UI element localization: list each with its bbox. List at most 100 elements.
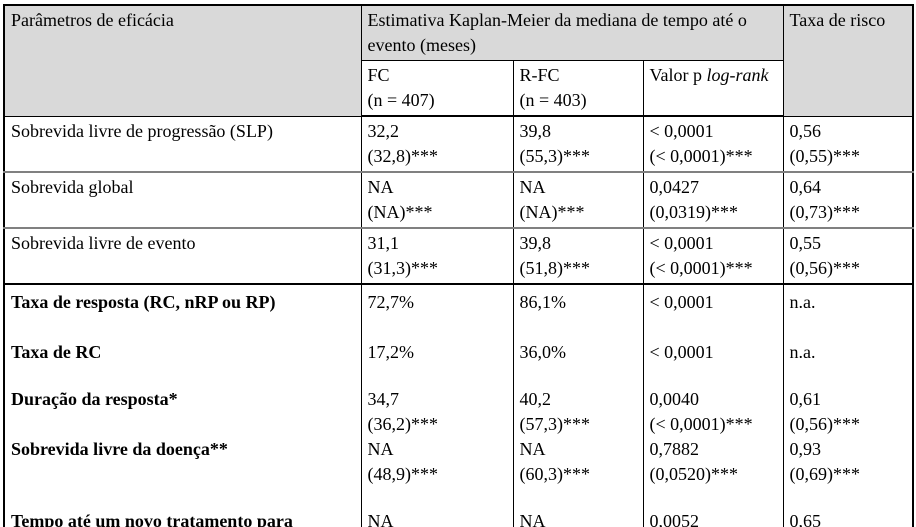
value-line: 0,7882 xyxy=(649,439,700,459)
value-cr-rate-fc: 17,2% xyxy=(367,342,415,362)
value-line: 40,2 xyxy=(519,389,552,409)
cell-os-rfc: NA (NA)*** xyxy=(512,171,644,229)
cell-efs-pvalue: < 0,0001 (< 0,0001)*** xyxy=(642,227,784,285)
value-line: NA xyxy=(519,439,546,459)
value-line: 0,56 xyxy=(789,120,822,141)
value-cr-rate-rfc: 36,0% xyxy=(519,342,567,362)
value-ttnt-hr: 0,65 (0,58)*** xyxy=(790,509,909,527)
header-params: Parâmetros de eficácia xyxy=(3,4,362,117)
value-line: NA xyxy=(519,177,546,197)
subheader-pvalue-prefix: Valor p xyxy=(649,65,703,85)
cell-group-pvalue: < 0,0001 < 0,0001 0,0040 (< 0,0001)*** 0… xyxy=(642,283,784,527)
value-line: 0,0052 xyxy=(649,511,700,527)
value-cr-rate-p: < 0,0001 xyxy=(649,342,714,362)
label-time-to-new-treatment: Tempo até um novo tratamento para LLC xyxy=(11,509,357,527)
value-dfs-rfc: NA (60,3)*** xyxy=(520,437,639,509)
value-cr-rate-hr: n.a. xyxy=(789,342,816,362)
value-line: (< 0,0001)*** xyxy=(649,258,753,278)
value-response-rate-hr: n.a. xyxy=(789,292,816,312)
value-ttnt-p: 0,0052 (< 0,0001)*** xyxy=(650,509,779,527)
value-line: 0,55 xyxy=(789,233,822,253)
subheader-fc-line2: (n = 407) xyxy=(367,90,435,110)
value-line: (0,0520)*** xyxy=(649,464,739,484)
cell-slp-hazard: 0,56 (0,55)*** xyxy=(782,115,914,173)
value-line: (0,73)*** xyxy=(789,202,861,222)
cell-efs-rfc: 39,8 (51,8)*** xyxy=(512,227,644,285)
subheader-pvalue-logrank: log-rank xyxy=(706,65,769,85)
value-line: (0,55)*** xyxy=(789,145,861,166)
efficacy-table: Parâmetros de eficácia Estimativa Kaplan… xyxy=(3,4,915,527)
value-line: < 0,0001 xyxy=(649,121,714,141)
value-line: 0,0427 xyxy=(649,177,700,197)
row-event-free-survival: Sobrevida livre de evento 31,1 (31,3)***… xyxy=(3,227,914,285)
label-response-duration: Duração da resposta* xyxy=(11,389,178,409)
value-line: < 0,0001 xyxy=(649,233,714,253)
value-response-rate-rfc: 86,1% xyxy=(519,292,567,312)
row-overall-survival: Sobrevida global NA (NA)*** NA (NA)*** 0… xyxy=(3,171,914,229)
value-line: (57,3)*** xyxy=(519,414,591,434)
value-line: NA xyxy=(519,511,546,527)
cell-group-fc: 72,7% 17,2% 34,7 (36,2)*** NA (48,9)*** … xyxy=(360,283,514,527)
subheader-rfc: R-FC (n = 403) xyxy=(512,60,644,117)
value-line: (48,9)*** xyxy=(367,464,439,484)
value-line: 0,64 xyxy=(789,177,822,197)
subheader-pvalue: Valor p log-rank xyxy=(642,60,784,117)
cell-group-labels: Taxa de resposta (RC, nRP ou RP) Taxa de… xyxy=(3,283,362,527)
subheader-rfc-line1: R-FC xyxy=(519,65,560,85)
value-line: (55,3)*** xyxy=(519,146,591,166)
value-response-duration-p: 0,0040 (< 0,0001)*** xyxy=(650,387,779,437)
header-km-estimate: Estimativa Kaplan-Meier da mediana de te… xyxy=(360,4,784,61)
cell-os-label: Sobrevida global xyxy=(3,171,362,229)
cell-group-hazard: n.a. n.a. 0,61 (0,56)*** 0,93 (0,69)*** … xyxy=(782,283,914,527)
cell-os-fc: NA (NA)*** xyxy=(360,171,514,229)
value-line: 32,2 xyxy=(367,121,400,141)
value-line: (36,2)*** xyxy=(367,414,439,434)
value-dfs-hr: 0,93 (0,69)*** xyxy=(790,437,909,509)
value-line: 31,1 xyxy=(367,233,400,253)
value-dfs-p: 0,7882 (0,0520)*** xyxy=(650,437,779,509)
value-line: NA xyxy=(367,511,394,527)
cell-os-hazard: 0,64 (0,73)*** xyxy=(782,171,914,229)
value-line: (32,8)*** xyxy=(367,146,439,166)
value-line: (< 0,0001)*** xyxy=(649,146,753,166)
value-line: (NA)*** xyxy=(519,202,585,222)
value-line: (31,3)*** xyxy=(367,258,439,278)
value-line: (< 0,0001)*** xyxy=(649,414,753,434)
cell-os-pvalue: 0,0427 (0,0319)*** xyxy=(642,171,784,229)
value-line: (60,3)*** xyxy=(519,464,591,484)
value-line: (0,56)*** xyxy=(789,414,861,434)
value-response-duration-fc: 34,7 (36,2)*** xyxy=(368,387,509,437)
value-ttnt-rfc: NA (69,7)*** xyxy=(520,509,639,527)
label-cr-rate: Taxa de RC xyxy=(11,342,102,362)
value-response-duration-rfc: 40,2 (57,3)*** xyxy=(520,387,639,437)
header-hazard-ratio: Taxa de risco xyxy=(782,4,914,117)
label-disease-free-survival: Sobrevida livre da doença** xyxy=(11,439,228,459)
value-line: 39,8 xyxy=(519,233,552,253)
value-response-rate-fc: 72,7% xyxy=(367,292,415,312)
value-line: NA xyxy=(367,439,394,459)
cell-efs-hazard: 0,55 (0,56)*** xyxy=(782,227,914,285)
header-row-1: Parâmetros de eficácia Estimativa Kaplan… xyxy=(3,4,914,117)
value-line: 39,8 xyxy=(519,121,552,141)
row-progression-free-survival: Sobrevida livre de progressão (SLP) 32,2… xyxy=(3,115,914,173)
value-line: (0,0319)*** xyxy=(649,202,739,222)
subheader-fc: FC (n = 407) xyxy=(360,60,514,117)
cell-slp-fc: 32,2 (32,8)*** xyxy=(360,115,514,173)
cell-slp-pvalue: < 0,0001 (< 0,0001)*** xyxy=(642,115,784,173)
header-row-2: FC (n = 407) R-FC (n = 403) Valor p log-… xyxy=(4,60,913,117)
value-line: 0,0040 xyxy=(649,389,700,409)
value-line: 0,61 xyxy=(789,389,822,409)
value-response-rate-p: < 0,0001 xyxy=(649,292,714,312)
value-line: (0,69)*** xyxy=(789,464,861,484)
value-line: (NA)*** xyxy=(367,202,433,222)
value-line: (51,8)*** xyxy=(519,258,591,278)
value-ttnt-fc: NA (47,2)*** xyxy=(368,509,509,527)
cell-efs-fc: 31,1 (31,3)*** xyxy=(360,227,514,285)
cell-efs-label: Sobrevida livre de evento xyxy=(3,227,362,285)
value-line: 0,93 xyxy=(789,439,822,459)
row-grouped-parameters: Taxa de resposta (RC, nRP ou RP) Taxa de… xyxy=(3,283,914,527)
value-line: 34,7 xyxy=(367,389,400,409)
value-response-duration-hr: 0,61 (0,56)*** xyxy=(790,387,909,437)
label-line: Tempo até um novo tratamento para xyxy=(11,511,293,527)
